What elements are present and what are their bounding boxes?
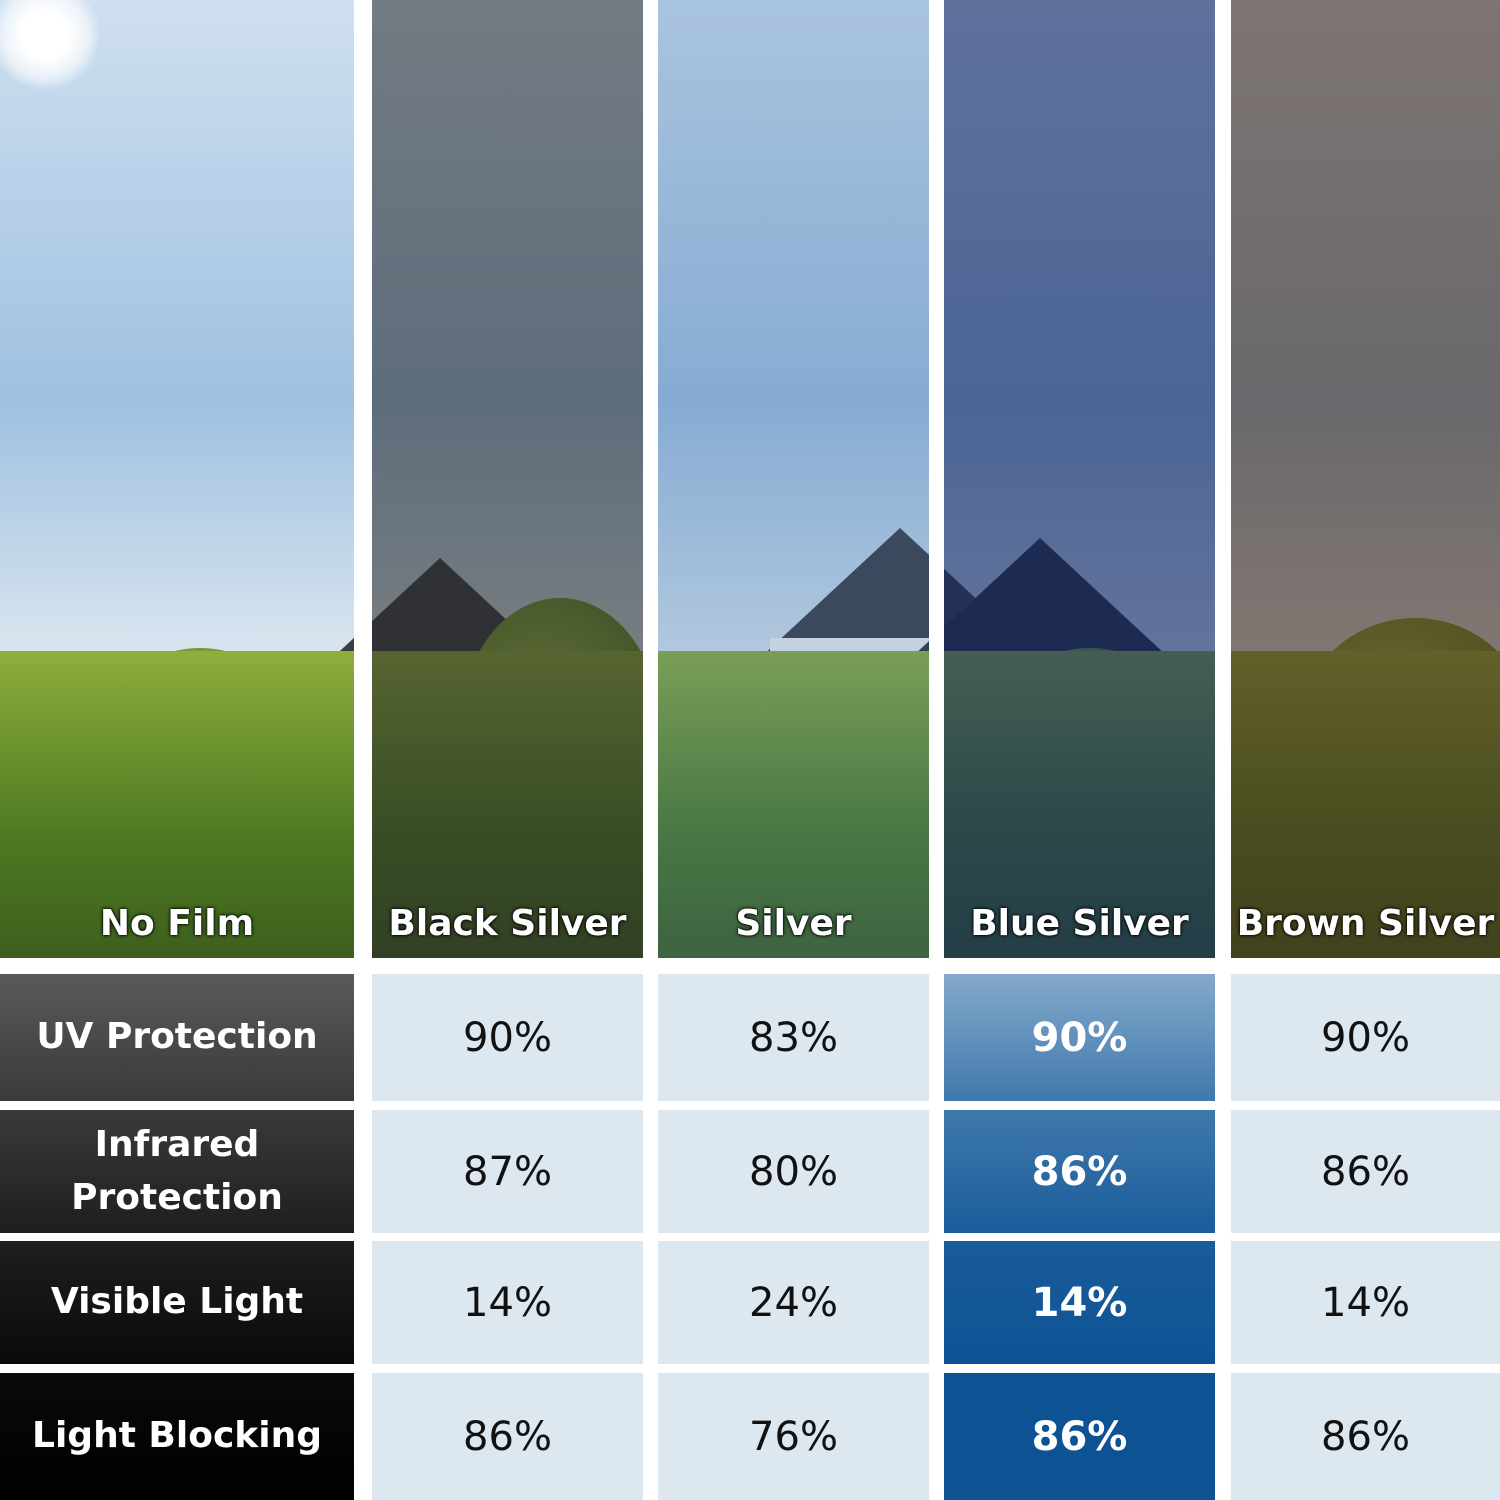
film-column-black-silver: Black Silver	[372, 0, 643, 958]
house-photo	[0, 0, 354, 958]
value-cell: 86%	[372, 1373, 643, 1500]
film-label: Blue Silver	[970, 903, 1189, 944]
row-header: Infrared Protection	[0, 1110, 354, 1233]
value-cell: 24%	[658, 1241, 929, 1364]
row-header: Visible Light	[0, 1241, 354, 1364]
value-cell: 83%	[658, 974, 929, 1101]
house-photo	[658, 0, 929, 958]
value-cell: 87%	[372, 1110, 643, 1233]
film-tint	[658, 0, 929, 958]
film-column-blue-silver: Blue Silver	[944, 0, 1215, 958]
value-cell: 80%	[658, 1110, 929, 1233]
value-cell: 14%	[944, 1241, 1215, 1364]
film-label: Silver	[735, 903, 852, 944]
value-cell: 90%	[1231, 974, 1500, 1101]
value-cell: 86%	[944, 1110, 1215, 1233]
value-cell: 14%	[372, 1241, 643, 1364]
film-tint	[944, 0, 1215, 958]
value-cell: 76%	[658, 1373, 929, 1500]
film-column-no-film: No Film	[0, 0, 354, 958]
value-cell: 86%	[944, 1373, 1215, 1500]
value-cell: 86%	[1231, 1110, 1500, 1233]
film-column-brown-silver: Brown Silver	[1231, 0, 1500, 958]
film-tint	[0, 0, 354, 958]
row-header: Light Blocking	[0, 1373, 354, 1500]
film-label: Brown Silver	[1236, 903, 1495, 944]
film-label: No Film	[99, 903, 255, 944]
film-tint	[1231, 0, 1500, 958]
value-cell: 86%	[1231, 1373, 1500, 1500]
film-tint	[372, 0, 643, 958]
film-label: Black Silver	[388, 903, 627, 944]
film-column-silver: Silver	[658, 0, 929, 958]
value-cell: 90%	[944, 974, 1215, 1101]
value-cell: 90%	[372, 974, 643, 1101]
value-cell: 14%	[1231, 1241, 1500, 1364]
row-header: UV Protection	[0, 974, 354, 1101]
